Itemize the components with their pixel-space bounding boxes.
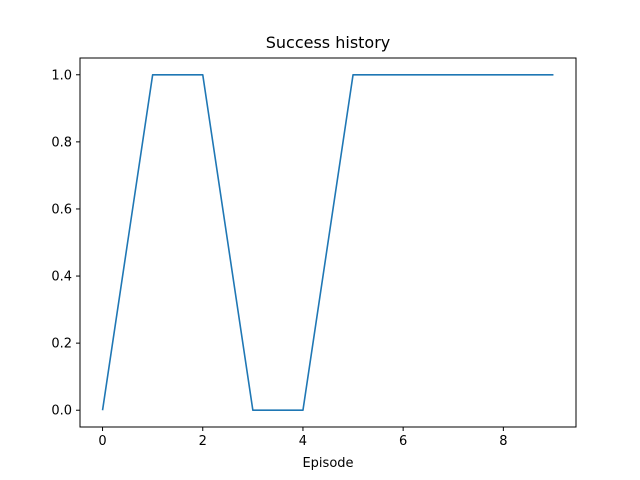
x-tick-label: 6 (399, 434, 407, 449)
y-tick-label: 1.0 (51, 68, 72, 83)
x-tick-label: 2 (199, 434, 207, 449)
y-tick-label: 0.8 (51, 135, 72, 150)
chart-title: Success history (266, 33, 391, 52)
y-tick-label: 0.6 (51, 202, 72, 217)
axes-frame (79, 57, 577, 428)
x-tick-label: 4 (299, 434, 307, 449)
series-line-0 (101, 73, 554, 412)
y-tick-label: 0.2 (51, 337, 72, 352)
x-axis-label: Episode (302, 456, 353, 471)
y-axis-ticks: 0.0 0.2 0.4 0.6 0.8 1.0 (51, 68, 80, 419)
x-tick-label: 0 (98, 434, 106, 449)
x-axis-ticks: 0 2 4 6 8 (98, 427, 507, 449)
y-tick-label: 0.4 (51, 270, 72, 285)
y-tick-label: 0.0 (51, 404, 72, 419)
x-tick-label: 8 (499, 434, 507, 449)
plot-area (101, 73, 554, 412)
